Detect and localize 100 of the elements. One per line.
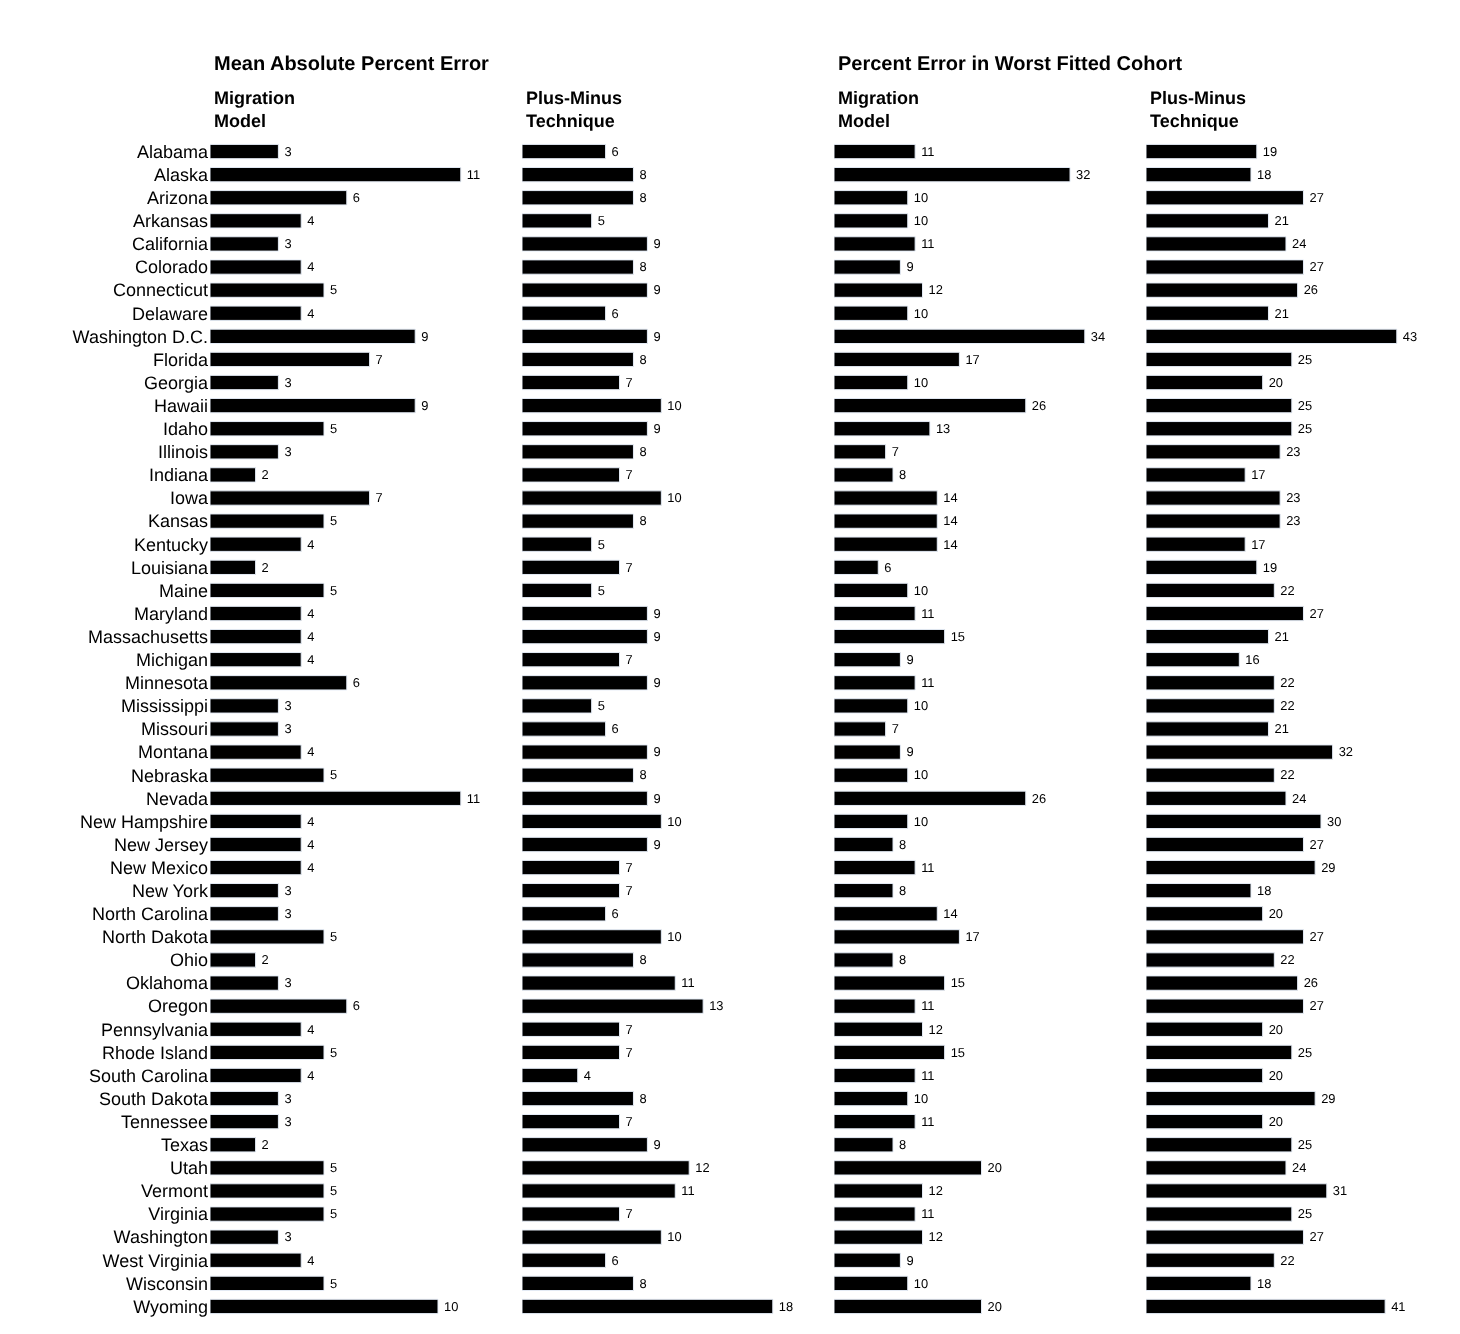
chart-title: Percent Error in Worst Fitted Cohort [838, 54, 1184, 76]
bar [522, 1206, 621, 1222]
y-tick-label: Nevada [145, 788, 208, 809]
bar [210, 351, 371, 368]
bar [834, 628, 946, 645]
bar [522, 259, 634, 275]
bar [834, 790, 1027, 806]
bar [210, 1067, 302, 1084]
bar [522, 1183, 676, 1199]
y-tick-label: Pennsylvania [100, 1019, 208, 1040]
bar [210, 767, 325, 783]
bar [522, 767, 634, 783]
bar [834, 1067, 916, 1084]
bar [1146, 836, 1304, 853]
bar [522, 397, 662, 414]
bar [210, 1021, 302, 1037]
y-tick-label: Vermont [140, 1181, 209, 1202]
bar [1146, 906, 1264, 922]
bar [1146, 582, 1275, 599]
chart-subtitle: Migration Model [214, 88, 295, 132]
y-tick-label: North Dakota [101, 927, 208, 948]
bar [210, 1275, 325, 1292]
y-tick-label: Texas [160, 1135, 209, 1156]
bar [834, 444, 887, 460]
bar [210, 790, 462, 806]
bar [834, 652, 901, 668]
bar [210, 143, 279, 160]
bar [834, 767, 909, 783]
bar [834, 397, 1027, 414]
bar [1146, 605, 1304, 622]
bar [1146, 813, 1322, 830]
bar [834, 836, 894, 853]
bar [210, 1206, 325, 1222]
bar [210, 883, 279, 899]
y-tick-label: Kansas [147, 511, 209, 532]
bar [1146, 143, 1258, 160]
bar [210, 444, 279, 460]
bar [210, 721, 279, 737]
bar [834, 305, 909, 321]
bar [1146, 1229, 1304, 1245]
y-tick-label: Alaska [153, 164, 208, 185]
y-tick-label: Wisconsin [125, 1273, 208, 1294]
y-tick-label: Iowa [169, 488, 208, 509]
bar [1146, 1090, 1316, 1107]
bar [1146, 397, 1293, 414]
bar [210, 559, 257, 575]
bar [522, 444, 634, 460]
bar [210, 975, 279, 991]
bar [522, 628, 648, 645]
bar [210, 1298, 439, 1315]
bar [1146, 374, 1264, 391]
bar [522, 929, 662, 945]
y-tick-label: Mississippi [120, 696, 208, 717]
bar [210, 605, 302, 622]
bar [834, 166, 1071, 183]
bar [1146, 859, 1316, 876]
bar [1146, 767, 1275, 783]
y-tick-label: Alabama [136, 141, 208, 162]
bar [834, 351, 960, 368]
bar [522, 675, 648, 691]
bar [522, 421, 648, 437]
bar [1146, 698, 1275, 714]
y-tick-label: Virginia [148, 1204, 208, 1225]
bar [834, 213, 909, 229]
bar [1146, 305, 1269, 321]
bar [522, 328, 648, 344]
bar [522, 1298, 774, 1315]
y-tick-label: Rhode Island [101, 1042, 208, 1063]
bar [210, 236, 279, 252]
bar [210, 305, 302, 321]
bar [210, 1137, 257, 1153]
bar [210, 513, 325, 529]
bar [522, 836, 648, 853]
y-tick-label: Oregon [147, 996, 208, 1017]
bar [522, 998, 704, 1014]
bar [522, 351, 634, 368]
bar [522, 536, 593, 552]
bar [834, 1137, 894, 1153]
bar [834, 467, 894, 483]
bar [834, 1160, 983, 1176]
bar [1146, 1067, 1264, 1084]
bar [210, 328, 416, 344]
bar [210, 1114, 279, 1130]
bar [210, 282, 325, 298]
bar [1146, 1298, 1386, 1315]
bar [1146, 282, 1299, 298]
bar [834, 675, 916, 691]
bar [834, 813, 909, 830]
bar [210, 490, 371, 506]
bar [834, 605, 916, 622]
bar [522, 883, 621, 899]
y-tick-label: Michigan [135, 650, 208, 670]
bar [834, 1044, 946, 1061]
bar [834, 1183, 924, 1199]
bar [834, 721, 887, 737]
bar [522, 582, 593, 599]
bar [1146, 1183, 1328, 1199]
bar [522, 790, 648, 806]
chart-title: Mean Absolute Percent Error [214, 54, 490, 76]
bar [834, 328, 1086, 344]
